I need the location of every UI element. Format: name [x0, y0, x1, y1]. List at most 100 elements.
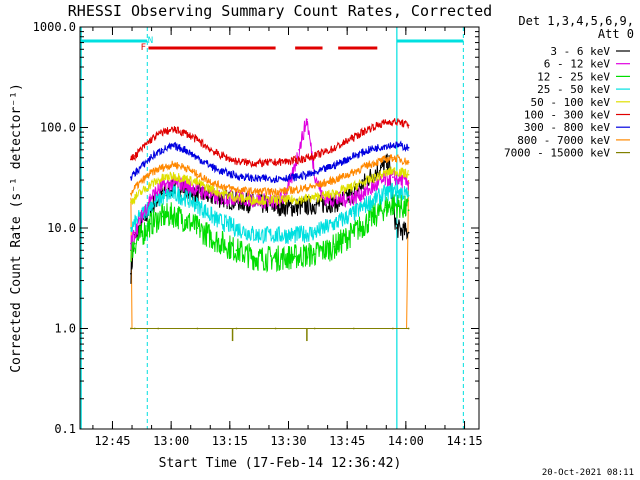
series-point	[196, 227, 199, 229]
series-point	[384, 172, 386, 175]
series-point	[399, 205, 402, 208]
legend-header-line-1: Det 1,3,4,5,6,9,	[518, 14, 634, 28]
series-point	[196, 139, 199, 142]
series-point	[173, 163, 175, 166]
series-point	[184, 177, 187, 180]
series-point	[333, 147, 336, 150]
series-point	[149, 222, 152, 225]
y-axis: 0.1 1.0 10.0 100.0 1000.0	[33, 20, 479, 436]
y-axis-label: Corrected Count Rate (s⁻¹ detector⁻¹)	[9, 83, 24, 373]
series-4	[130, 166, 410, 207]
series-point	[173, 145, 175, 148]
series-point	[294, 188, 296, 191]
series-point	[407, 124, 410, 127]
x-tick-label: 13:30	[270, 434, 306, 448]
series-point	[133, 231, 136, 234]
series-point	[196, 182, 199, 185]
series-point	[130, 242, 132, 245]
series-point	[130, 176, 132, 179]
series-point	[173, 192, 175, 195]
series-point	[333, 192, 336, 195]
series-point	[333, 222, 336, 225]
series-point	[157, 327, 160, 330]
series-point	[274, 190, 277, 193]
series-line-7	[130, 154, 409, 198]
legend-label: 6 - 12 keV	[544, 58, 611, 71]
series-point	[133, 187, 136, 189]
series-8	[130, 327, 410, 330]
series-point	[368, 201, 371, 204]
series-point	[133, 242, 136, 245]
series-point	[392, 203, 394, 206]
series-point	[235, 160, 238, 163]
series-point	[149, 196, 152, 199]
series-point	[196, 192, 199, 195]
series-point	[352, 171, 355, 174]
x-tick-label: 13:45	[329, 434, 365, 448]
series-point	[196, 327, 199, 330]
series-point	[313, 253, 316, 256]
series-point	[133, 196, 136, 199]
series-6	[130, 140, 410, 184]
series-point	[407, 194, 410, 197]
y-tick-label: 0.1	[54, 422, 76, 436]
series-point	[184, 132, 187, 135]
series-point	[130, 272, 132, 275]
series-point	[130, 158, 132, 161]
series-point	[313, 203, 316, 206]
series-point	[313, 196, 316, 199]
legend-label: 25 - 50 keV	[537, 83, 610, 96]
series-point	[196, 156, 199, 159]
series-point	[298, 148, 300, 151]
series-point	[384, 121, 386, 124]
series-point	[384, 192, 386, 195]
series-point	[352, 212, 355, 215]
series-point	[235, 188, 238, 191]
series-point	[399, 179, 402, 181]
x-tick-label: 13:15	[212, 434, 248, 448]
series-point	[294, 199, 296, 201]
series-point	[313, 172, 316, 175]
series-point	[407, 327, 410, 330]
series-point	[173, 214, 175, 216]
series-point	[255, 199, 257, 201]
series-point	[368, 163, 371, 166]
series-point	[392, 170, 394, 172]
series-point	[313, 231, 316, 234]
chart-title: RHESSI Observing Summary Count Rates, Co…	[68, 2, 492, 20]
series-point	[392, 144, 394, 146]
series-point	[274, 161, 277, 164]
series-point	[333, 179, 336, 181]
series-point	[161, 196, 164, 199]
series-point	[196, 203, 199, 206]
series-point	[352, 155, 355, 157]
series-point	[133, 222, 136, 225]
y-tick-label: 1000.0	[33, 20, 76, 34]
series-point	[133, 172, 136, 175]
series-point	[255, 177, 257, 180]
series-line-5	[130, 118, 409, 169]
series-point	[333, 164, 336, 167]
legend-label: 100 - 300 keV	[524, 109, 610, 122]
series-point	[313, 185, 316, 188]
legend-header-line-2: Att 0	[598, 27, 634, 41]
series-point	[184, 166, 187, 169]
series-point	[368, 219, 371, 221]
series-point	[255, 257, 257, 260]
series-point	[235, 249, 238, 252]
series-5	[130, 118, 410, 169]
series-point	[392, 176, 394, 179]
y-tick-label: 1.0	[54, 322, 76, 336]
series-point	[333, 245, 336, 248]
series-point	[235, 227, 238, 229]
series-point	[399, 144, 402, 147]
series-point	[235, 196, 238, 199]
series-point	[235, 327, 238, 330]
series-line-3	[130, 182, 409, 244]
series-point	[196, 173, 199, 176]
series-point	[384, 158, 386, 161]
series-point	[216, 239, 218, 242]
